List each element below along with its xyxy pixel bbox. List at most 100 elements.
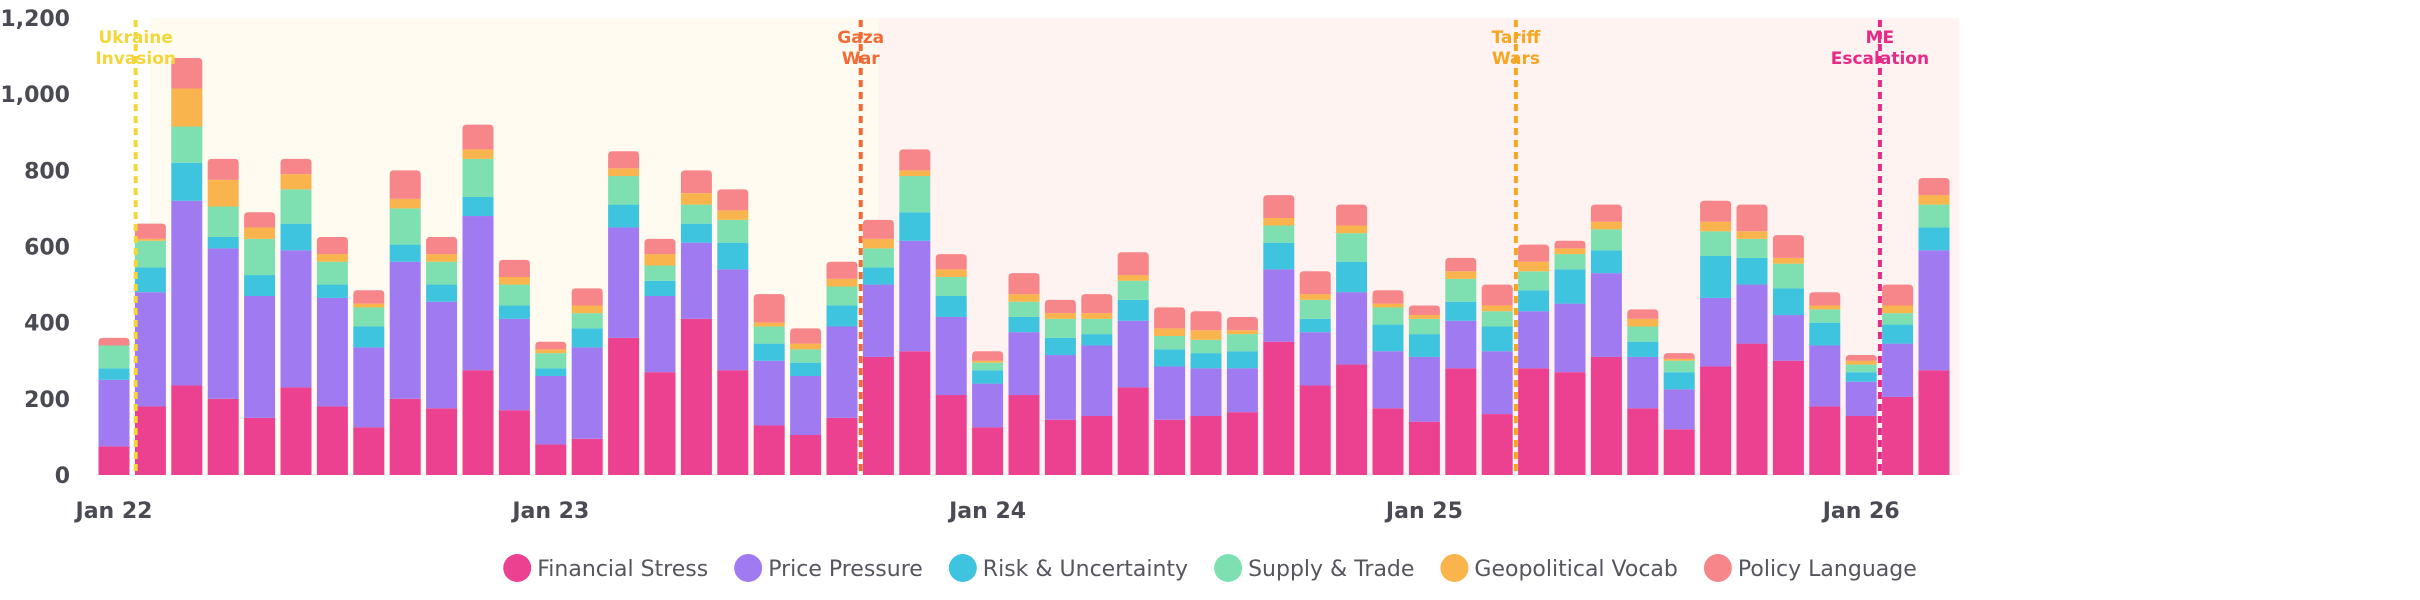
bar-segment[interactable] xyxy=(134,292,166,407)
bar-segment[interactable] xyxy=(1081,334,1113,346)
bar-segment[interactable] xyxy=(98,379,130,447)
bar-segment[interactable] xyxy=(1372,324,1404,352)
bar-segment[interactable] xyxy=(280,174,312,190)
bar-segment[interactable] xyxy=(1518,311,1550,369)
bar-segment[interactable] xyxy=(717,370,749,475)
bar-segment[interactable] xyxy=(1299,318,1331,333)
bar-segment[interactable] xyxy=(426,408,458,475)
bar-segment[interactable] xyxy=(1117,299,1149,321)
bar-segment[interactable] xyxy=(899,176,931,213)
bar-segment[interactable] xyxy=(316,236,348,255)
bar-segment[interactable] xyxy=(790,349,822,363)
bar-segment[interactable] xyxy=(717,189,749,211)
bar-segment[interactable] xyxy=(1590,221,1622,230)
bar-segment[interactable] xyxy=(1663,360,1695,373)
bar-segment[interactable] xyxy=(316,297,348,407)
bar-segment[interactable] xyxy=(171,200,203,386)
bar-segment[interactable] xyxy=(644,372,676,475)
bar-segment[interactable] xyxy=(1554,254,1586,270)
bar-segment[interactable] xyxy=(862,284,894,357)
bar-segment[interactable] xyxy=(1372,408,1404,475)
bar-segment[interactable] xyxy=(1663,429,1695,475)
bar-segment[interactable] xyxy=(1518,261,1550,272)
bar-segment[interactable] xyxy=(1190,330,1222,340)
bar-segment[interactable] xyxy=(535,444,567,475)
bar-segment[interactable] xyxy=(1627,356,1659,409)
bar-segment[interactable] xyxy=(1554,303,1586,373)
bar-segment[interactable] xyxy=(353,290,385,304)
bar-segment[interactable] xyxy=(426,254,458,262)
bar-segment[interactable] xyxy=(1918,370,1950,475)
bar-segment[interactable] xyxy=(426,284,458,302)
bar-segment[interactable] xyxy=(1044,299,1076,314)
bar-segment[interactable] xyxy=(826,286,858,306)
bar-segment[interactable] xyxy=(935,395,967,475)
bar-segment[interactable] xyxy=(207,158,239,180)
bar-segment[interactable] xyxy=(1809,345,1841,407)
bar-segment[interactable] xyxy=(753,343,785,361)
bar-segment[interactable] xyxy=(1882,324,1914,344)
bar-segment[interactable] xyxy=(1772,360,1804,475)
bar-segment[interactable] xyxy=(1772,263,1804,289)
bar-segment[interactable] xyxy=(753,322,785,327)
bar-segment[interactable] xyxy=(1627,326,1659,342)
bar-segment[interactable] xyxy=(1008,395,1040,475)
bar-segment[interactable] xyxy=(462,370,494,475)
bar-segment[interactable] xyxy=(826,278,858,287)
bar-segment[interactable] xyxy=(1700,297,1732,367)
bar-segment[interactable] xyxy=(244,296,276,418)
legend-item[interactable]: Price Pressure xyxy=(734,554,923,582)
bar-segment[interactable] xyxy=(608,337,640,475)
bar-segment[interactable] xyxy=(1299,294,1331,300)
bar-segment[interactable] xyxy=(1772,235,1804,258)
bar-segment[interactable] xyxy=(1299,299,1331,319)
bar-segment[interactable] xyxy=(972,351,1004,361)
bar-segment[interactable] xyxy=(680,170,712,194)
bar-segment[interactable] xyxy=(1518,271,1550,291)
bar-segment[interactable] xyxy=(280,189,312,224)
bar-segment[interactable] xyxy=(498,276,530,285)
bar-segment[interactable] xyxy=(1445,271,1477,279)
bar-segment[interactable] xyxy=(1154,349,1186,367)
bar-segment[interactable] xyxy=(1481,284,1513,306)
bar-segment[interactable] xyxy=(389,170,421,199)
bar-segment[interactable] xyxy=(790,375,822,436)
bar-segment[interactable] xyxy=(1590,273,1622,357)
bar-segment[interactable] xyxy=(644,254,676,266)
bar-segment[interactable] xyxy=(862,248,894,268)
bar-segment[interactable] xyxy=(1044,337,1076,356)
bar-segment[interactable] xyxy=(1081,415,1113,475)
bar-segment[interactable] xyxy=(1845,364,1877,373)
bar-segment[interactable] xyxy=(1518,244,1550,262)
bar-segment[interactable] xyxy=(1845,372,1877,382)
bar-segment[interactable] xyxy=(1590,229,1622,251)
bar-segment[interactable] xyxy=(1408,315,1440,319)
bar-segment[interactable] xyxy=(426,236,458,255)
bar-segment[interactable] xyxy=(171,162,203,201)
bar-segment[interactable] xyxy=(316,406,348,475)
bar-segment[interactable] xyxy=(1190,353,1222,369)
bar-segment[interactable] xyxy=(1736,238,1768,258)
bar-segment[interactable] xyxy=(1590,204,1622,222)
bar-segment[interactable] xyxy=(1736,231,1768,239)
bar-segment[interactable] xyxy=(1154,419,1186,475)
bar-segment[interactable] xyxy=(753,360,785,426)
bar-segment[interactable] xyxy=(353,303,385,308)
bar-segment[interactable] xyxy=(826,326,858,418)
bar-segment[interactable] xyxy=(753,294,785,323)
bar-segment[interactable] xyxy=(1663,389,1695,430)
bar-segment[interactable] xyxy=(1263,341,1295,475)
bar-segment[interactable] xyxy=(1809,305,1841,310)
bar-segment[interactable] xyxy=(1627,309,1659,319)
bar-segment[interactable] xyxy=(1518,290,1550,312)
bar-segment[interactable] xyxy=(972,427,1004,475)
bar-segment[interactable] xyxy=(1772,315,1804,361)
bar-segment[interactable] xyxy=(1299,385,1331,475)
bar-segment[interactable] xyxy=(535,341,567,350)
bar-segment[interactable] xyxy=(280,223,312,251)
bar-segment[interactable] xyxy=(1700,221,1732,232)
bar-segment[interactable] xyxy=(935,316,967,396)
bar-segment[interactable] xyxy=(1372,290,1404,304)
bar-segment[interactable] xyxy=(1554,248,1586,255)
bar-segment[interactable] xyxy=(134,223,166,239)
